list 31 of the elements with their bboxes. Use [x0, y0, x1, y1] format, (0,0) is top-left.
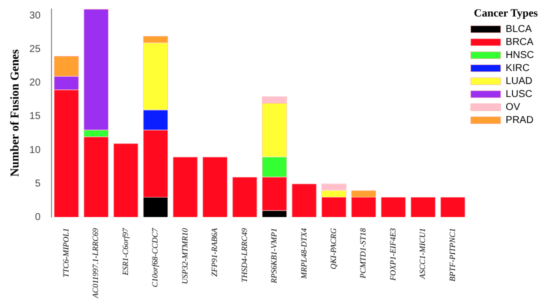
legend-label: OV [506, 102, 520, 113]
x-tick-label: QKI-PACRG [329, 228, 338, 270]
y-tick-label: 0 [34, 212, 41, 223]
y-tick-label: 30 [29, 10, 41, 22]
y-tick-label: 20 [29, 78, 41, 89]
y-tick-label: 5 [34, 178, 41, 190]
legend-label: LUAD [506, 76, 532, 87]
legend-title: Cancer Types [474, 7, 538, 20]
x-tick-label: FOXP1-EIF4E3 [388, 228, 398, 282]
y-tick-label: 15 [29, 111, 41, 122]
y-axis-title: Number of Fusion Genes [7, 49, 22, 177]
legend-label: BLCA [506, 24, 532, 35]
x-tick-label: C10orf68-CCDC7 [150, 227, 160, 288]
x-tick-label: MRPL48-DTX4 [299, 228, 308, 280]
legend-label: KIRC [506, 62, 530, 74]
x-tick-label: AC011997.1-LRRC69 [91, 228, 100, 300]
x-tick-label: RPS6KB1-VMP1 [270, 228, 279, 284]
x-tick-label: TTC6-MIPOL1 [61, 228, 70, 278]
x-tick-label: USP32-MTMR10 [180, 228, 190, 284]
x-tick-label: THSD4-LRRC49 [240, 228, 249, 282]
x-tick-label: ASCC1-MICU1 [418, 228, 428, 280]
x-tick-label: ZFP91-RAB6A [210, 228, 220, 277]
legend-label: HNSC [506, 50, 534, 61]
y-tick-label: 10 [29, 144, 41, 156]
x-tick-label: ESR1-C6orf97 [120, 227, 130, 276]
y-tick-label: 25 [29, 44, 41, 56]
legend-label: PRAD [506, 114, 534, 126]
legend-label: LUSC [506, 88, 532, 100]
x-tick-label: BPTF-PITPNC1 [448, 228, 457, 282]
legend-label: BRCA [506, 36, 534, 48]
x-tick-label: PCMTD1-ST18 [358, 228, 368, 280]
